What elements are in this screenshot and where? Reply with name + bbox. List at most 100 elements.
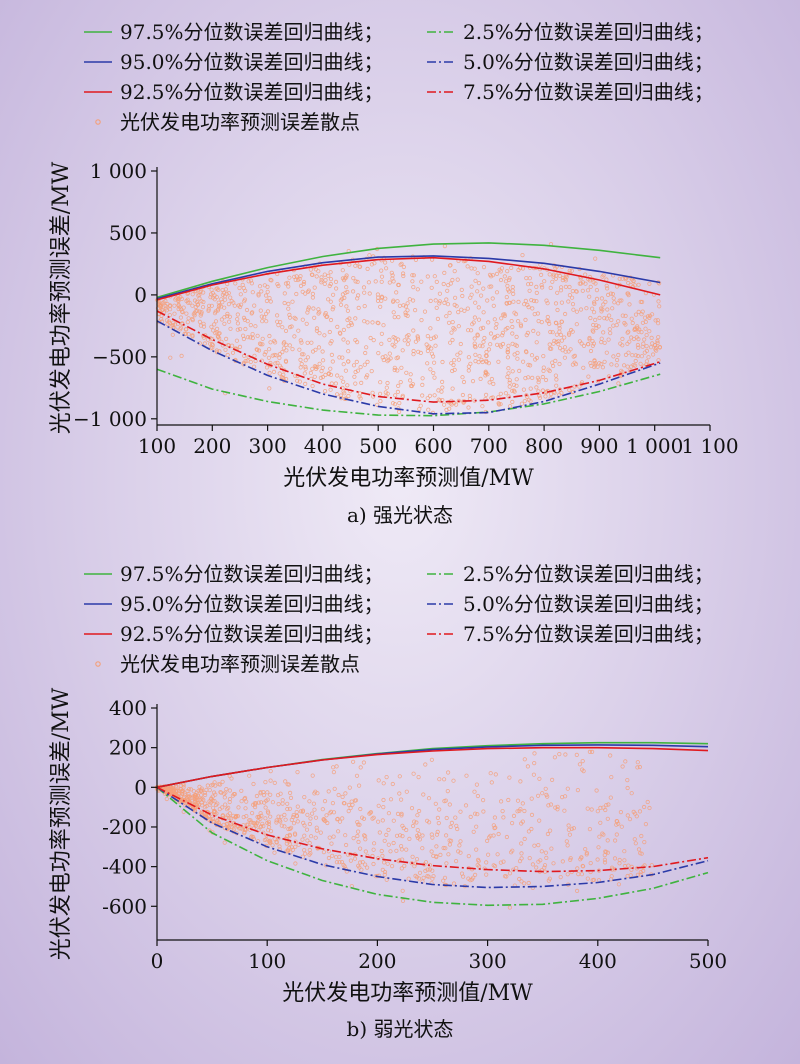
scatter-point — [602, 315, 607, 321]
scatter-point — [527, 288, 532, 293]
scatter-point — [248, 322, 253, 328]
scatter-point — [622, 849, 627, 854]
scatter-point — [639, 354, 645, 359]
scatter-point — [656, 299, 661, 304]
scatter-point — [362, 362, 367, 367]
scatter-point — [385, 861, 390, 866]
scatter-point — [251, 836, 256, 842]
scatter-point — [272, 338, 277, 343]
scatter-point — [539, 282, 544, 288]
scatter-point — [627, 339, 632, 344]
scatter-point — [264, 837, 269, 842]
scatter-point — [256, 800, 261, 805]
scatter-point — [437, 291, 442, 296]
scatter-point — [278, 819, 283, 824]
scatter-point — [371, 847, 376, 852]
scatter-point — [249, 820, 254, 825]
scatter-point — [320, 374, 325, 380]
scatter-point — [567, 268, 572, 273]
scatter-point — [178, 325, 183, 330]
scatter-point — [312, 285, 317, 290]
scatter-point — [331, 305, 336, 310]
scatter-point — [510, 369, 515, 374]
scatter-point — [430, 868, 435, 873]
scatter-point — [610, 306, 615, 311]
scatter-point — [574, 322, 579, 327]
scatter-point — [280, 798, 285, 803]
scatter-point — [543, 786, 548, 791]
scatter-point — [190, 795, 195, 801]
scatter-point — [393, 393, 398, 398]
scatter-point — [555, 804, 560, 809]
scatter-point — [224, 336, 229, 341]
scatter-point — [331, 769, 336, 775]
scatter-point — [209, 287, 214, 292]
scatter-point — [562, 355, 568, 360]
scatter-point — [504, 301, 509, 306]
scatter-point — [642, 315, 648, 320]
scatter-point — [319, 280, 324, 285]
scatter-point — [622, 858, 627, 863]
scatter-point — [255, 347, 260, 352]
scatter-point — [572, 384, 577, 389]
scatter-point — [235, 321, 240, 326]
scatter-point — [536, 377, 541, 382]
scatter-point — [368, 810, 374, 815]
scatter-point — [427, 393, 433, 398]
scatter-point — [279, 814, 284, 819]
scatter-point — [411, 273, 416, 278]
scatter-point — [466, 405, 471, 410]
scatter-point — [405, 342, 410, 347]
scatter-point — [591, 322, 596, 328]
scatter-point — [479, 357, 484, 362]
scatter-point — [518, 322, 523, 327]
scatter-point — [405, 308, 410, 313]
scatter-point — [220, 779, 225, 784]
scatter-point — [211, 819, 216, 824]
scatter-point — [636, 345, 641, 350]
scatter-point — [263, 311, 269, 316]
scatter-point — [398, 843, 404, 849]
scatter-point — [518, 323, 524, 329]
scatter-point — [309, 811, 315, 816]
scatter-point — [260, 342, 265, 347]
scatter-point — [631, 278, 636, 284]
scatter-point — [353, 279, 358, 284]
scatter-point — [341, 327, 346, 332]
scatter-point — [384, 877, 389, 882]
scatter-point — [381, 797, 386, 803]
scatter-point — [334, 764, 339, 769]
scatter-point — [290, 847, 296, 852]
x-tick-label: 900 — [580, 434, 618, 458]
scatter-point — [592, 358, 597, 364]
scatter-point — [494, 271, 500, 276]
scatter-point — [542, 279, 547, 284]
scatter-point — [562, 345, 568, 350]
scatter-point — [259, 289, 264, 294]
scatter-point — [534, 355, 540, 360]
scatter-point — [475, 271, 480, 276]
scatter-point — [524, 393, 529, 398]
scatter-point — [601, 832, 606, 837]
scatter-point — [579, 341, 584, 346]
scatter-point — [274, 839, 279, 845]
legend-item: 92.5%分位数误差回归曲线； — [84, 80, 384, 104]
scatter-point — [362, 290, 367, 295]
scatter-point — [519, 879, 524, 884]
scatter-point — [579, 855, 584, 860]
scatter-point — [565, 786, 570, 791]
scatter-point — [476, 359, 481, 365]
scatter-point — [638, 872, 643, 877]
scatter-point — [635, 765, 640, 770]
scatter-point — [401, 264, 406, 270]
scatter-point — [633, 353, 638, 358]
scatter-point — [581, 768, 586, 774]
scatter-point — [215, 350, 220, 355]
scatter-point — [616, 352, 621, 358]
scatter-point — [172, 311, 177, 316]
scatter-point — [536, 842, 541, 848]
scatter-point — [295, 819, 300, 824]
scatter-point — [567, 292, 573, 298]
scatter-point — [294, 809, 299, 815]
scatter-point — [314, 825, 319, 830]
